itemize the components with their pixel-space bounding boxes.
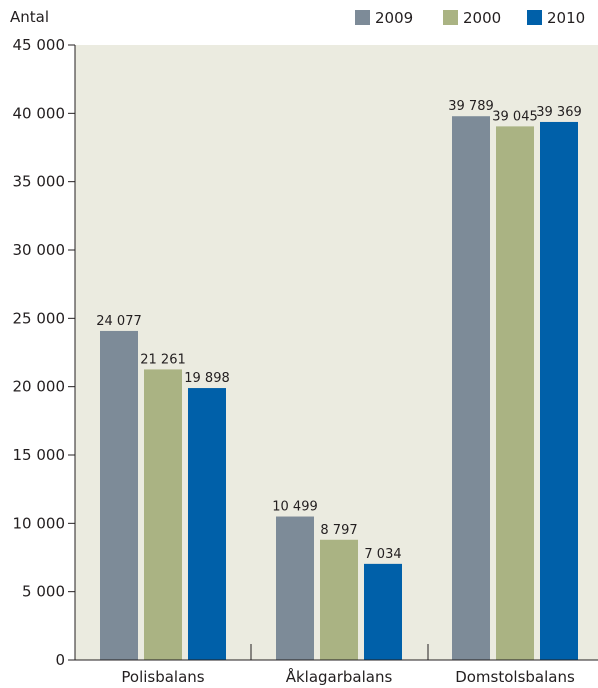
y-tick-label: 20 000 — [13, 378, 66, 396]
legend-label: 2010 — [547, 9, 585, 27]
legend-swatch — [527, 10, 542, 25]
bar — [540, 121, 578, 660]
bar — [188, 388, 226, 660]
legend: 2009 2000 2010 — [355, 9, 585, 27]
y-tick-label: 0 — [55, 651, 65, 669]
data-label: 19 898 — [184, 371, 230, 386]
data-label: 39 045 — [492, 109, 538, 124]
data-label: 39 789 — [448, 99, 494, 114]
bar — [144, 369, 182, 660]
legend-swatch — [355, 10, 370, 25]
bar — [276, 516, 314, 660]
y-tick-label: 10 000 — [13, 514, 66, 532]
x-category-label: Domstolsbalans — [455, 668, 575, 686]
bar — [364, 563, 402, 660]
y-tick-label: 25 000 — [13, 309, 66, 327]
data-label: 7 034 — [364, 547, 401, 562]
x-category-label: Åklagarbalans — [286, 667, 393, 686]
data-label: 21 261 — [140, 352, 186, 367]
y-tick-label: 35 000 — [13, 173, 66, 191]
bars-group — [100, 116, 578, 661]
bar — [320, 539, 358, 660]
y-tick-label: 40 000 — [13, 104, 66, 122]
y-axis: 0 5 000 10 000 15 000 20 000 25 000 30 000 35 0… — [13, 36, 76, 669]
y-tick-label: 45 000 — [13, 36, 66, 54]
y-tick-label: 15 000 — [13, 446, 66, 464]
bar — [100, 330, 138, 660]
bar — [496, 126, 534, 660]
y-tick-label: 5 000 — [22, 583, 65, 601]
bar — [452, 116, 490, 661]
data-label: 24 077 — [96, 314, 142, 329]
y-tick-label: 30 000 — [13, 241, 66, 259]
y-axis-label: Antal — [10, 8, 49, 26]
legend-label: 2009 — [375, 9, 413, 27]
x-axis: Polisbalans Åklagarbalans Domstolsbalans — [75, 644, 598, 686]
x-category-label: Polisbalans — [121, 668, 204, 686]
data-label: 39 369 — [536, 105, 582, 120]
data-label: 8 797 — [320, 523, 357, 538]
legend-swatch — [443, 10, 458, 25]
legend-label: 2000 — [463, 9, 501, 27]
data-label: 10 499 — [272, 500, 318, 515]
